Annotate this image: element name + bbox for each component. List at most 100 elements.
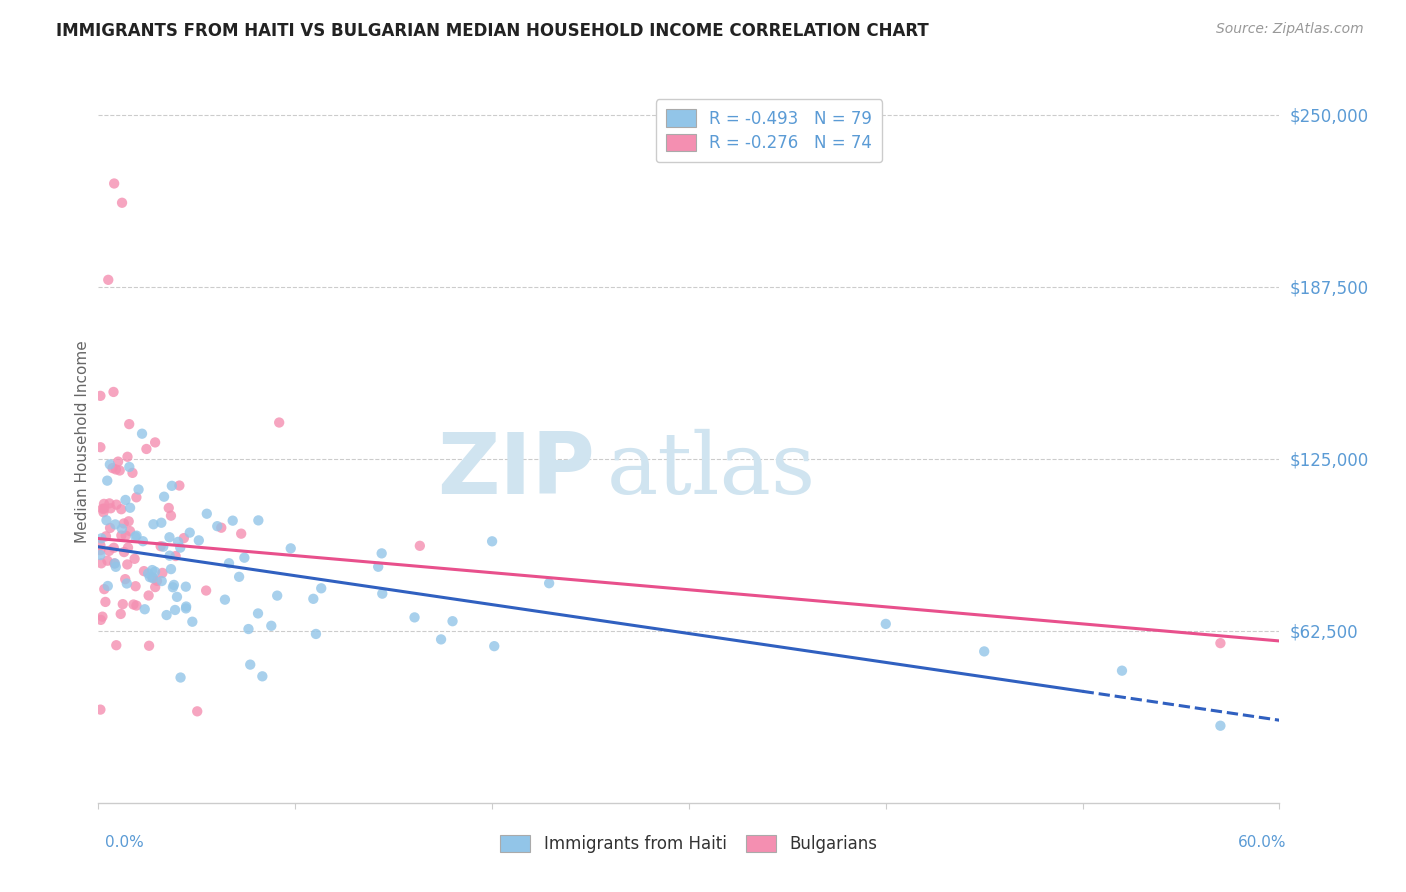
Point (128, 483, 150, 497)
Text: atlas: atlas (606, 429, 815, 512)
Text: ZIP: ZIP (437, 429, 595, 512)
Point (108, 463, 131, 477)
Point (207, 519, 229, 533)
Point (167, 534, 190, 549)
Point (118, 514, 141, 528)
Point (98, 521, 121, 535)
Point (125, 599, 148, 613)
Point (430, 632, 453, 647)
Point (371, 587, 394, 601)
Point (89, 543, 111, 558)
Point (209, 521, 232, 535)
Y-axis label: Median Household Income: Median Household Income (75, 340, 90, 543)
Text: 60.0%: 60.0% (1239, 836, 1286, 850)
Point (90, 532, 112, 546)
Point (155, 608, 177, 623)
Point (105, 498, 128, 512)
Point (160, 508, 183, 523)
Point (112, 516, 135, 531)
Point (142, 517, 165, 532)
Point (162, 580, 184, 594)
Point (181, 615, 204, 629)
Point (103, 557, 125, 571)
Point (252, 669, 274, 683)
Point (174, 599, 197, 614)
Point (125, 491, 148, 505)
Point (141, 563, 163, 577)
Point (973, 644, 995, 658)
Point (141, 570, 163, 584)
Point (90, 613, 112, 627)
Point (132, 564, 155, 578)
Point (98, 458, 121, 472)
Point (146, 574, 169, 588)
Point (143, 580, 166, 594)
Point (125, 529, 148, 543)
Point (89, 548, 111, 562)
Point (118, 524, 141, 538)
Point (260, 619, 283, 633)
Point (93, 505, 115, 519)
Point (159, 549, 181, 563)
Point (138, 589, 160, 603)
Point (93, 582, 115, 596)
Point (187, 533, 209, 548)
Point (169, 478, 191, 492)
Point (152, 566, 174, 580)
Point (114, 492, 136, 507)
Point (94, 529, 117, 543)
Point (166, 590, 188, 604)
Point (231, 526, 253, 541)
Point (117, 541, 139, 555)
Point (157, 500, 180, 515)
Point (110, 502, 132, 516)
Point (111, 522, 134, 536)
Point (370, 546, 392, 560)
Text: 0.0%: 0.0% (105, 836, 145, 850)
Point (91, 501, 114, 516)
Point (89, 389, 111, 403)
Text: Source: ZipAtlas.com: Source: ZipAtlas.com (1216, 22, 1364, 37)
Point (218, 556, 240, 570)
Point (124, 530, 146, 544)
Point (97, 579, 120, 593)
Point (153, 490, 176, 504)
Point (266, 589, 288, 603)
Point (98, 496, 121, 510)
Point (139, 570, 162, 584)
Point (111, 597, 134, 611)
Point (104, 462, 127, 476)
Point (114, 572, 136, 586)
Point (134, 602, 156, 616)
Point (269, 416, 291, 430)
Point (280, 541, 302, 556)
Point (186, 704, 208, 718)
Point (409, 539, 432, 553)
Point (122, 598, 145, 612)
Point (94, 595, 117, 609)
Point (174, 580, 197, 594)
Point (120, 500, 142, 515)
Point (89, 440, 111, 454)
Point (367, 559, 389, 574)
Point (96, 474, 118, 488)
Text: IMMIGRANTS FROM HAITI VS BULGARIAN MEDIAN HOUSEHOLD INCOME CORRELATION CHART: IMMIGRANTS FROM HAITI VS BULGARIAN MEDIA… (56, 22, 929, 40)
Point (142, 571, 165, 585)
Point (1209, 636, 1232, 650)
Point (228, 570, 250, 584)
Point (118, 459, 141, 474)
Point (149, 539, 172, 553)
Point (104, 517, 127, 532)
Point (195, 583, 218, 598)
Point (96, 513, 118, 527)
Point (98, 544, 121, 558)
Point (121, 466, 143, 480)
Point (115, 576, 138, 591)
Point (111, 195, 134, 210)
Point (165, 549, 187, 563)
Point (159, 530, 181, 544)
Point (114, 528, 136, 542)
Point (135, 442, 157, 456)
Point (91, 609, 114, 624)
Point (169, 671, 191, 685)
